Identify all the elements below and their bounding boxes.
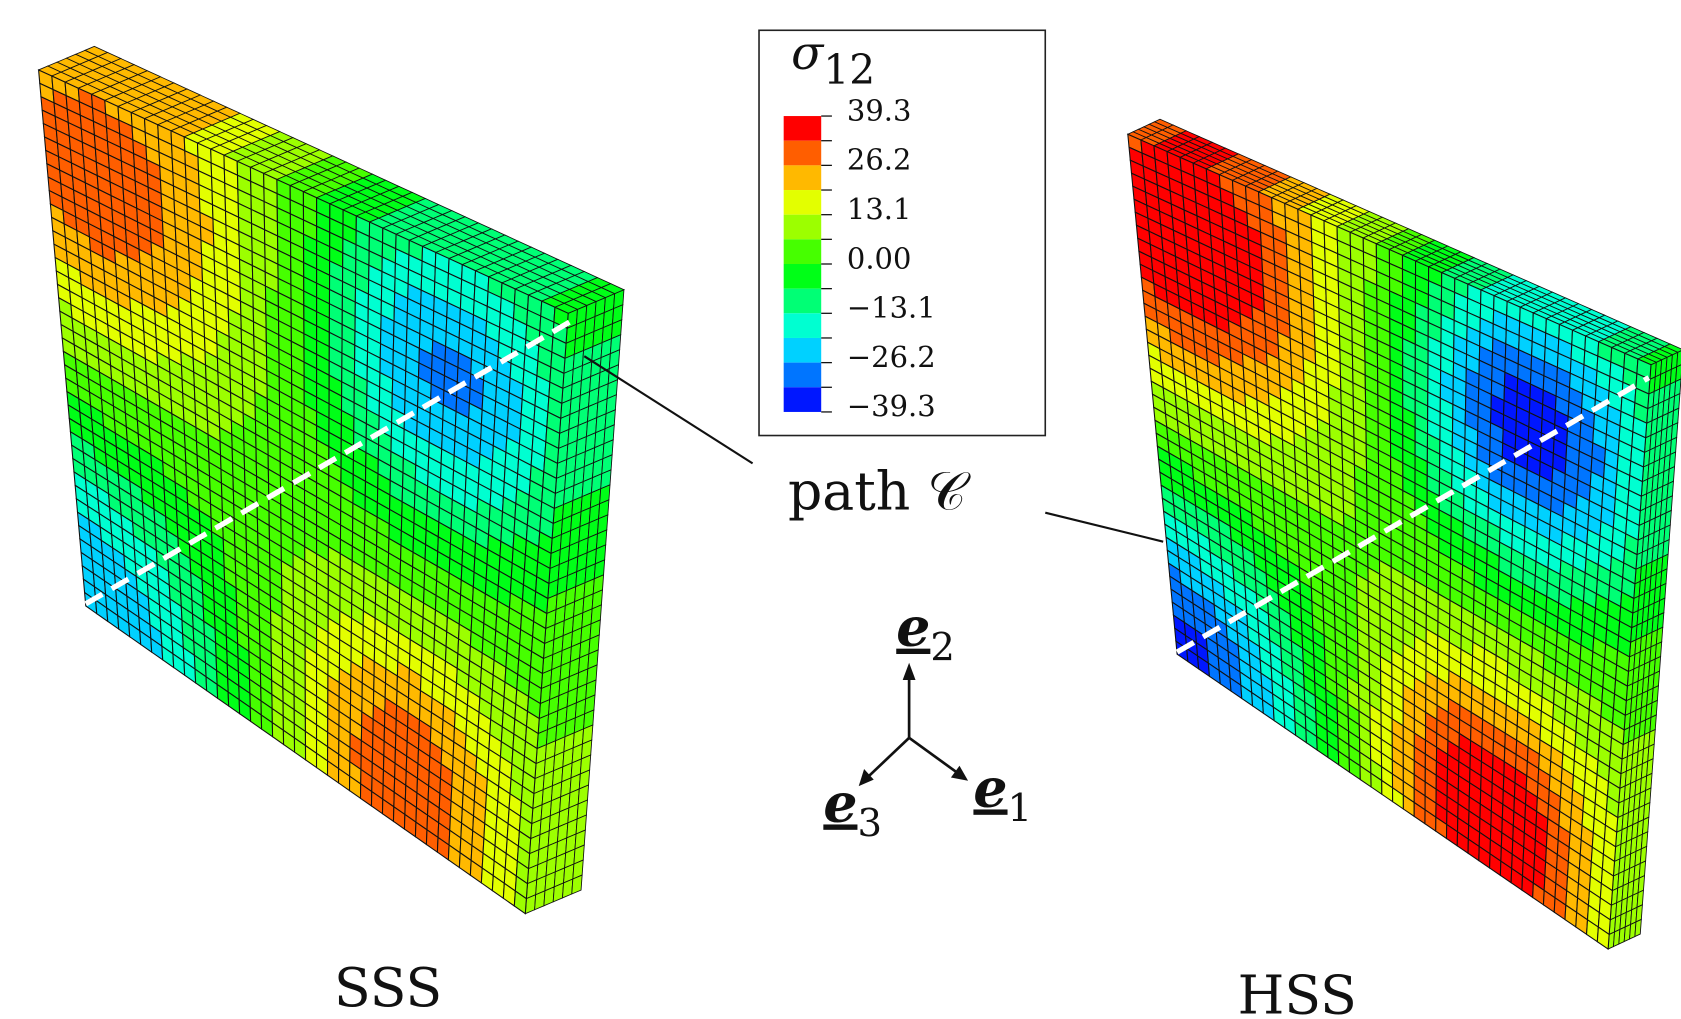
leader-line xyxy=(583,355,754,465)
panel-label: HSS xyxy=(1238,963,1357,1019)
legend-swatch xyxy=(783,140,822,166)
path-line xyxy=(84,317,575,607)
axis-triad xyxy=(865,673,961,780)
mesh-cell xyxy=(1676,350,1681,368)
axis-label: e1 xyxy=(973,756,1032,831)
mesh-cell xyxy=(1596,926,1610,951)
path-line xyxy=(1175,375,1651,655)
mesh-cell xyxy=(513,890,527,915)
path-label: path 𝒞 xyxy=(788,460,971,523)
mesh-cell xyxy=(600,283,626,295)
legend-colorbar: 39.3 26.2 13.1 0.00 −13.1 −26.2 −39.3 xyxy=(783,93,936,423)
legend-label: 26.2 xyxy=(847,143,911,177)
legend: σ12 39.3 26.2 13.1 0.00 −13.1 −26.2 −39.3 xyxy=(758,26,1047,437)
legend-label: 0.00 xyxy=(847,241,911,275)
mesh-cell xyxy=(1675,364,1681,383)
plate xyxy=(37,45,626,915)
legend-label: −26.2 xyxy=(847,340,936,374)
axis-label: e2 xyxy=(896,596,955,671)
panel-label: SSS xyxy=(334,956,442,1019)
legend-swatch xyxy=(783,263,822,289)
legend-swatch xyxy=(783,362,822,388)
mesh-cell xyxy=(1634,918,1642,938)
mesh-cell xyxy=(1663,343,1681,353)
legend-swatch xyxy=(783,116,822,141)
legend-swatch xyxy=(783,190,822,215)
mesh-cell xyxy=(571,874,583,895)
legend-swatch xyxy=(783,387,822,412)
legend-label: −39.3 xyxy=(847,389,936,423)
legend-swatch xyxy=(783,239,822,264)
legend-label: 39.3 xyxy=(847,93,911,127)
legend-title: σ12 xyxy=(791,26,875,94)
legend-swatch xyxy=(783,288,822,314)
axis-arrowheads xyxy=(858,662,969,787)
legend-label: 13.1 xyxy=(847,192,911,226)
legend-swatch xyxy=(783,313,822,338)
legend-swatch xyxy=(783,337,822,363)
legend-label: −13.1 xyxy=(847,291,936,325)
plates xyxy=(37,45,1681,951)
legend-swatch xyxy=(783,214,822,240)
legend-swatch xyxy=(783,165,822,191)
axis-label: e3 xyxy=(823,771,882,846)
leader-line xyxy=(1045,511,1164,543)
plate xyxy=(1126,118,1681,951)
